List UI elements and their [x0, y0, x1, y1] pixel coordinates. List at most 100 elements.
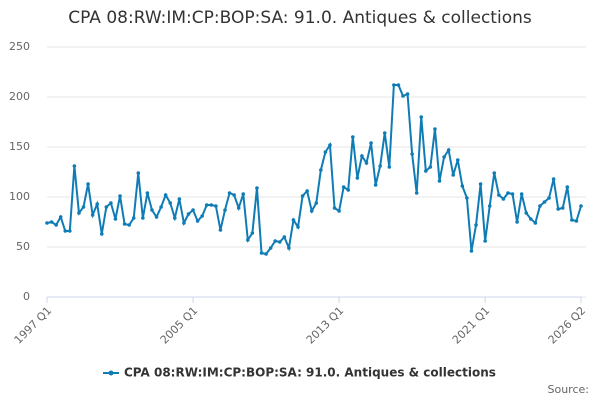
point: [474, 223, 478, 227]
legend-marker: [108, 370, 114, 376]
point: [200, 214, 204, 218]
point: [54, 223, 58, 227]
point: [360, 154, 364, 158]
point: [433, 127, 437, 131]
point: [551, 177, 556, 181]
point: [369, 141, 373, 145]
point: [264, 252, 268, 256]
point: [465, 196, 469, 200]
point: [141, 216, 145, 220]
point: [186, 212, 191, 216]
point: [469, 249, 474, 253]
point: [77, 211, 81, 215]
point: [122, 222, 127, 226]
point: [428, 165, 433, 169]
point: [118, 194, 122, 198]
point: [501, 197, 506, 201]
point: [556, 207, 560, 211]
legend-label: CPA 08:RW:IM:CP:BOP:SA: 91.0. Antiques &…: [124, 366, 496, 380]
point: [528, 217, 533, 221]
point: [323, 150, 328, 154]
point: [414, 191, 419, 195]
point: [232, 193, 236, 197]
y-tick-label: 200: [9, 90, 30, 103]
point: [255, 186, 259, 190]
point: [99, 232, 104, 236]
point: [236, 206, 241, 210]
point: [145, 191, 150, 195]
point: [277, 240, 282, 244]
point: [291, 218, 296, 222]
point: [446, 148, 451, 152]
point: [350, 135, 355, 139]
point: [341, 185, 346, 189]
point: [419, 115, 424, 119]
point: [314, 201, 319, 205]
point: [168, 201, 173, 205]
point: [63, 229, 68, 233]
point: [90, 213, 95, 217]
y-tick-label: 0: [23, 290, 30, 303]
point: [355, 176, 360, 180]
point: [373, 183, 378, 187]
point: [378, 164, 382, 168]
point: [95, 202, 100, 206]
point: [177, 197, 182, 201]
point: [547, 196, 551, 200]
point: [209, 203, 214, 207]
point: [109, 201, 113, 205]
point: [45, 221, 49, 225]
y-tick-label: 50: [16, 240, 30, 253]
point: [113, 217, 118, 221]
point: [68, 229, 72, 233]
point: [401, 94, 405, 98]
point: [81, 205, 86, 209]
point: [150, 208, 154, 212]
point: [437, 179, 442, 183]
y-tick-label: 250: [9, 40, 30, 53]
point: [204, 203, 209, 207]
point: [533, 221, 538, 225]
point: [387, 165, 392, 169]
point: [159, 205, 163, 209]
x-tick-label: 2005 Q1: [158, 304, 201, 347]
point: [319, 168, 323, 172]
point: [218, 228, 223, 232]
point: [442, 155, 446, 159]
point: [268, 246, 273, 250]
y-tick-label: 100: [9, 190, 30, 203]
point: [58, 215, 63, 219]
line: [46, 84, 582, 256]
point: [424, 169, 428, 173]
point: [460, 184, 465, 188]
point: [346, 188, 351, 192]
point: [396, 83, 401, 87]
point: [570, 218, 574, 222]
point: [131, 216, 136, 220]
point: [337, 209, 341, 213]
point: [49, 220, 54, 224]
point: [296, 225, 300, 229]
point: [560, 206, 565, 210]
point: [214, 204, 218, 208]
point: [227, 191, 232, 195]
point: [579, 204, 583, 208]
point: [309, 209, 314, 213]
point: [382, 131, 387, 135]
point: [328, 143, 332, 147]
point: [136, 171, 141, 175]
point: [405, 92, 410, 96]
point: [487, 204, 492, 208]
x-tick-label: 2026 Q2: [546, 304, 589, 347]
point: [72, 164, 77, 168]
point: [455, 158, 460, 162]
point: [287, 246, 291, 250]
point: [191, 208, 195, 212]
point: [250, 231, 255, 235]
point: [305, 189, 309, 193]
point: [392, 83, 396, 87]
point: [172, 216, 177, 220]
point: [542, 200, 547, 204]
y-tick-label: 150: [9, 140, 30, 153]
